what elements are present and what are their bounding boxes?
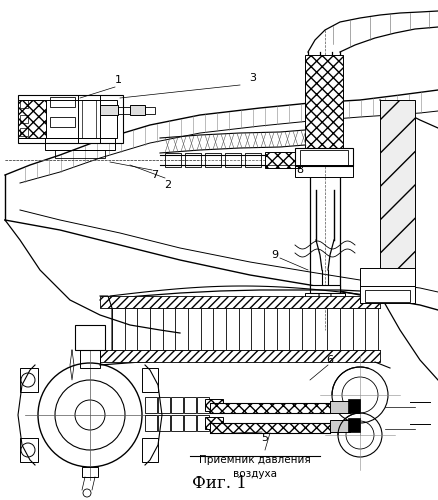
- Bar: [245, 153, 261, 167]
- Bar: [145, 397, 157, 413]
- Polygon shape: [142, 368, 158, 392]
- Bar: [310, 285, 340, 293]
- Bar: [100, 105, 118, 115]
- Bar: [360, 268, 415, 286]
- Circle shape: [319, 289, 331, 301]
- Bar: [365, 290, 410, 302]
- Bar: [330, 420, 350, 432]
- Bar: [78, 95, 100, 143]
- Bar: [145, 107, 155, 114]
- Text: 7: 7: [152, 170, 159, 180]
- Polygon shape: [142, 438, 158, 462]
- Bar: [82, 467, 98, 477]
- Text: воздуха: воздуха: [233, 469, 277, 479]
- Bar: [80, 350, 100, 368]
- Circle shape: [21, 443, 35, 457]
- Bar: [50, 97, 75, 107]
- Bar: [130, 105, 145, 115]
- Bar: [50, 117, 75, 127]
- Bar: [45, 138, 115, 150]
- Bar: [348, 418, 360, 432]
- Bar: [305, 55, 343, 150]
- Bar: [82, 100, 96, 138]
- Bar: [265, 152, 300, 168]
- Bar: [171, 397, 183, 413]
- Circle shape: [21, 373, 35, 387]
- Text: 1: 1: [114, 75, 121, 85]
- Bar: [197, 397, 209, 413]
- Text: 9: 9: [272, 250, 279, 260]
- Bar: [158, 415, 170, 431]
- Bar: [165, 153, 181, 167]
- Bar: [225, 153, 241, 167]
- Text: 8: 8: [297, 165, 304, 175]
- Bar: [18, 95, 123, 143]
- Bar: [20, 100, 28, 108]
- Bar: [171, 415, 183, 431]
- Polygon shape: [20, 438, 38, 462]
- Bar: [100, 350, 380, 362]
- Bar: [20, 115, 28, 123]
- Text: 5: 5: [261, 433, 268, 443]
- Text: 3: 3: [250, 73, 257, 83]
- Bar: [22, 100, 117, 138]
- Bar: [197, 415, 209, 431]
- Bar: [184, 397, 196, 413]
- Bar: [75, 325, 105, 350]
- Bar: [158, 397, 170, 413]
- Bar: [205, 153, 221, 167]
- Bar: [380, 100, 415, 295]
- Text: Фиг. 1: Фиг. 1: [191, 475, 247, 492]
- Bar: [185, 153, 201, 167]
- Bar: [118, 107, 130, 114]
- Bar: [20, 128, 28, 136]
- Text: 6: 6: [326, 355, 333, 365]
- Bar: [295, 148, 353, 166]
- Bar: [184, 415, 196, 431]
- Bar: [210, 403, 330, 413]
- Polygon shape: [20, 368, 38, 392]
- Bar: [100, 296, 380, 308]
- Bar: [145, 415, 157, 431]
- Bar: [305, 293, 345, 303]
- Text: Приемник давления: Приемник давления: [199, 455, 311, 465]
- Text: 2: 2: [164, 180, 172, 190]
- Bar: [205, 399, 223, 411]
- Bar: [55, 150, 105, 158]
- Bar: [295, 165, 353, 177]
- Bar: [330, 401, 350, 413]
- Bar: [205, 417, 223, 429]
- Bar: [18, 100, 46, 138]
- Bar: [210, 423, 330, 433]
- Bar: [348, 399, 360, 413]
- Bar: [300, 150, 348, 165]
- Bar: [360, 285, 415, 303]
